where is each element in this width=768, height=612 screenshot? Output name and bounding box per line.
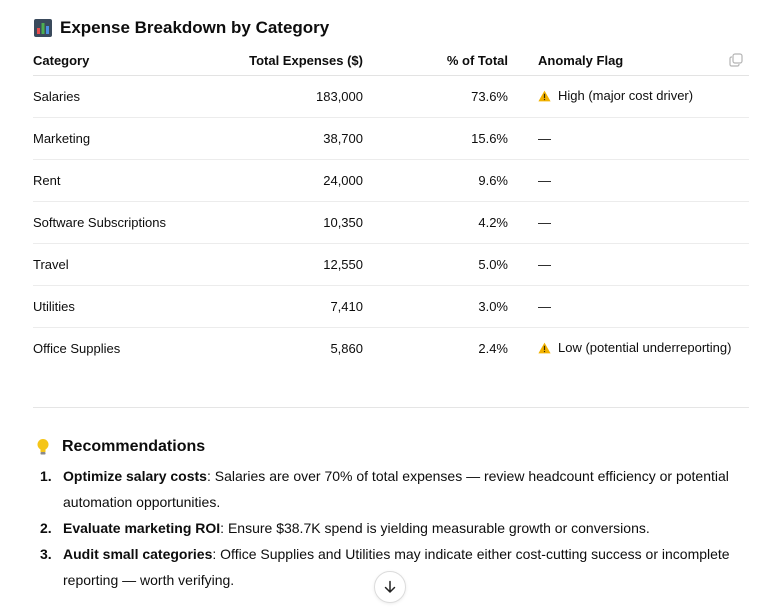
expense-table-container: Category Total Expenses ($) % of Total A… (33, 46, 749, 369)
table-row: Marketing 38,700 15.6% — (33, 117, 749, 160)
cell-total-expenses: 12,550 (223, 243, 363, 286)
recommendation-heading: Evaluate marketing ROI (63, 520, 221, 536)
expense-table: Category Total Expenses ($) % of Total A… (33, 46, 749, 369)
recommendations-title: Recommendations (36, 438, 205, 456)
copy-icon[interactable] (729, 53, 743, 67)
anomaly-flag: — (538, 131, 551, 146)
header-anomaly-flag: Anomaly Flag (508, 46, 749, 76)
anomaly-flag-text: — (538, 131, 551, 146)
cell-percent-total: 2.4% (478, 341, 508, 356)
recommendation-number: 2. (40, 520, 52, 536)
cell-category: Rent (33, 159, 223, 202)
table-row: Rent 24,000 9.6% — (33, 159, 749, 202)
cell-total-expenses: 24,000 (223, 159, 363, 202)
cell-category: Office Supplies (33, 341, 121, 356)
cell-category: Software Subscriptions (33, 201, 223, 244)
scroll-down-button[interactable] (374, 571, 406, 603)
anomaly-flag: — (538, 257, 551, 272)
cell-total-expenses: 38,700 (223, 117, 363, 160)
anomaly-flag-text: — (538, 173, 551, 188)
anomaly-flag-text: High (major cost driver) (558, 88, 694, 104)
cell-category: Travel (33, 243, 223, 286)
recommendation-text: : Office Supplies and Utilities may indi… (63, 546, 730, 588)
arrow-down-icon (384, 580, 396, 593)
table-body: Salaries 183,000 73.6% High (major cost dri… (33, 75, 749, 370)
cell-anomaly-flag: — (508, 117, 749, 160)
recommendation-heading: Audit small categories (63, 546, 213, 562)
cell-anomaly-flag: — (508, 285, 749, 328)
cell-category: Salaries (33, 75, 223, 118)
section-title-text: Expense Breakdown by Category (60, 18, 330, 37)
header-category: Category (33, 46, 223, 76)
recommendation-item: 1. Optimize salary costs: Salaries are o… (36, 463, 736, 515)
section-title: Expense Breakdown by Category (34, 18, 329, 38)
recommendation-item: 3. Audit small categories: Office Suppli… (36, 541, 736, 593)
cell-anomaly-flag: Low (potential underreporting) (508, 328, 749, 370)
warning-icon (538, 342, 551, 354)
anomaly-flag-text: Low (potential underreporting) (558, 340, 732, 356)
anomaly-flag-text: — (538, 215, 551, 230)
recommendation-item: 2. Evaluate marketing ROI: Ensure $38.7K… (36, 515, 736, 541)
section-divider (33, 407, 749, 408)
recommendations-title-text: Recommendations (62, 438, 206, 455)
cell-percent-total: 5.0% (363, 243, 508, 286)
header-total-expenses: Total Expenses ($) (223, 46, 363, 76)
bar-chart-icon (34, 19, 52, 37)
recommendations-list: 1. Optimize salary costs: Salaries are o… (36, 463, 736, 593)
cell-anomaly-flag: — (508, 201, 749, 244)
cell-percent-total: 3.0% (363, 285, 508, 328)
cell-percent-total: 4.2% (363, 201, 508, 244)
recommendation-heading: Optimize salary costs (63, 468, 207, 484)
recommendation-number: 3. (40, 546, 52, 562)
recommendation-text: : Salaries are over 70% of total expense… (63, 468, 729, 510)
anomaly-flag-text: — (538, 257, 551, 272)
anomaly-flag-text: — (538, 299, 551, 314)
recommendation-text: : Ensure $38.7K spend is yielding measur… (220, 520, 650, 536)
table-row: Salaries 183,000 73.6% High (major cost dri… (33, 75, 749, 118)
cell-anomaly-flag: — (508, 243, 749, 286)
recommendation-number: 1. (40, 468, 52, 484)
cell-category: Marketing (33, 117, 223, 160)
header-percent-total: % of Total (363, 46, 508, 76)
cell-percent-total: 15.6% (363, 117, 508, 160)
lightbulb-icon (37, 439, 49, 455)
table-row: Software Subscriptions 10,350 4.2% — (33, 201, 749, 244)
cell-total-expenses: 5,860 (330, 341, 363, 356)
cell-total-expenses: 10,350 (223, 201, 363, 244)
anomaly-flag: High (major cost driver) (538, 88, 693, 103)
anomaly-flag: Low (potential underreporting) (538, 340, 731, 355)
cell-percent-total: 73.6% (363, 75, 508, 118)
table-header-row: Category Total Expenses ($) % of Total A… (33, 46, 749, 76)
cell-percent-total: 9.6% (363, 159, 508, 202)
anomaly-flag: — (538, 173, 551, 188)
cell-total-expenses: 183,000 (223, 75, 363, 118)
table-row: Utilities 7,410 3.0% — (33, 285, 749, 328)
anomaly-flag: — (538, 215, 551, 230)
table-row: Office Supplies 5,860 2.4% Low (potential u… (33, 328, 749, 370)
cell-total-expenses: 7,410 (223, 285, 363, 328)
table-row: Travel 12,550 5.0% — (33, 243, 749, 286)
cell-anomaly-flag: — (508, 159, 749, 202)
cell-category: Utilities (33, 285, 223, 328)
cell-anomaly-flag: High (major cost driver) (508, 75, 749, 118)
warning-icon (538, 90, 551, 102)
anomaly-flag: — (538, 299, 551, 314)
